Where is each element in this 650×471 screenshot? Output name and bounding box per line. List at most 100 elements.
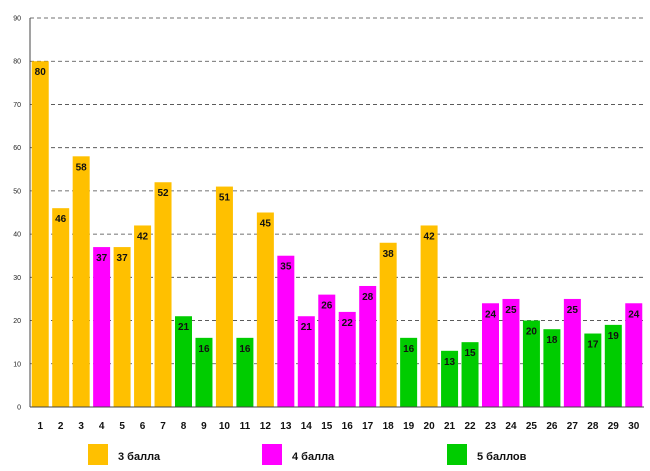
data-label: 16 [403, 344, 415, 355]
x-tick-label: 21 [444, 421, 456, 432]
data-label: 25 [505, 305, 517, 316]
bar [31, 61, 49, 407]
legend-swatch [447, 444, 467, 465]
legend-swatch [262, 444, 282, 465]
x-tick-label: 5 [119, 421, 125, 432]
data-label: 16 [198, 344, 210, 355]
bar [215, 186, 233, 407]
bar [420, 225, 438, 407]
bar [563, 298, 581, 407]
y-tick-label: 20 [13, 318, 21, 325]
x-tick-label: 26 [546, 421, 558, 432]
bar [522, 320, 540, 407]
data-label: 26 [321, 301, 333, 312]
y-tick-label: 30 [13, 275, 21, 282]
bar [482, 303, 499, 407]
x-tick-label: 22 [464, 421, 476, 432]
bars [31, 61, 643, 407]
bar [52, 208, 70, 407]
data-label: 20 [526, 327, 538, 338]
x-tick-label: 29 [608, 421, 620, 432]
x-tick-label: 11 [240, 421, 251, 432]
legend-label: 4 балла [292, 451, 335, 463]
x-tick-label: 7 [160, 421, 166, 432]
data-label: 37 [117, 253, 129, 264]
gridlines [30, 17, 644, 365]
y-tick-label: 50 [13, 188, 21, 195]
y-tick-label: 40 [13, 232, 21, 239]
bar [604, 324, 622, 407]
data-label: 22 [342, 318, 354, 329]
x-tick-label: 1 [37, 421, 43, 432]
x-tick-label: 23 [485, 421, 497, 432]
data-label: 46 [55, 214, 67, 225]
bar [134, 225, 152, 407]
bar [175, 316, 192, 407]
data-label: 18 [546, 335, 558, 346]
bar [154, 182, 172, 407]
legend-label: 5 баллов [477, 451, 527, 463]
x-tick-label: 30 [628, 421, 640, 432]
x-tick-label: 20 [424, 421, 436, 432]
data-label: 80 [35, 67, 47, 78]
x-tick-label: 16 [342, 421, 354, 432]
x-tick-label: 2 [58, 421, 64, 432]
bar [256, 212, 274, 407]
legend-label: 3 балла [118, 451, 161, 463]
x-tick-label: 27 [567, 421, 579, 432]
data-label: 51 [219, 193, 231, 204]
data-label: 24 [485, 309, 497, 320]
y-tick-label: 80 [13, 59, 21, 66]
data-label: 16 [239, 344, 251, 355]
x-tick-label: 28 [587, 421, 599, 432]
x-tick-label: 18 [383, 421, 395, 432]
data-label: 19 [608, 331, 620, 342]
bar [236, 337, 254, 407]
data-label: 45 [260, 219, 272, 230]
bar [584, 333, 602, 407]
data-label: 42 [137, 231, 149, 242]
y-axis-ticks: 0 10 20 30 40 50 60 70 80 90 [13, 16, 21, 412]
bar [400, 337, 418, 407]
data-label: 17 [587, 340, 599, 351]
bar [379, 242, 397, 407]
data-label: 25 [567, 305, 579, 316]
bar [502, 298, 520, 407]
y-tick-label: 10 [13, 361, 21, 368]
legend-swatch [88, 444, 108, 465]
x-tick-label: 8 [181, 421, 187, 432]
x-tick-label: 24 [505, 421, 517, 432]
data-label: 35 [280, 262, 292, 273]
bar [113, 247, 131, 407]
bar [318, 294, 336, 407]
y-tick-label: 70 [13, 102, 21, 109]
data-label: 21 [178, 322, 190, 333]
data-label: 38 [383, 249, 395, 260]
legend: 3 балла 4 балла 5 баллов [88, 444, 527, 465]
data-label: 13 [444, 357, 456, 368]
y-tick-label: 90 [13, 16, 21, 23]
bar [338, 311, 356, 407]
x-tick-label: 10 [219, 421, 231, 432]
data-label: 28 [362, 292, 374, 303]
bar [543, 329, 561, 407]
x-tick-label: 4 [99, 421, 105, 432]
x-tick-label: 15 [321, 421, 333, 432]
y-tick-label: 60 [13, 145, 21, 152]
bar [277, 255, 295, 407]
bar [93, 247, 111, 407]
x-tick-label: 3 [78, 421, 84, 432]
bar [359, 285, 377, 407]
x-tick-label: 19 [403, 421, 415, 432]
x-tick-label: 12 [260, 421, 272, 432]
x-tick-label: 14 [301, 421, 313, 432]
x-axis-ticks: 1 2 3 4 5 6 7 8 9 10 11 12 13 14 15 16 17 18 19 20 21 22 23 24 2… [37, 421, 639, 432]
x-tick-label: 13 [280, 421, 292, 432]
bar [72, 156, 90, 407]
bar [297, 316, 315, 407]
data-label: 58 [76, 162, 88, 173]
data-label: 42 [424, 231, 436, 242]
x-tick-label: 17 [362, 421, 374, 432]
data-labels: 80 46 58 37 37 42 52 21 16 51 16 45 35 21 26 22 28 38 16 42… [35, 67, 640, 368]
data-label: 37 [96, 253, 108, 264]
